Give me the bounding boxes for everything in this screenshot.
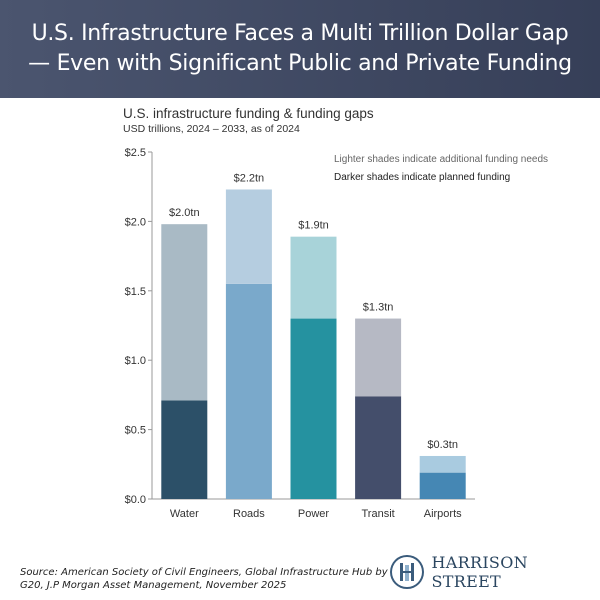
chart-title: U.S. infrastructure funding & funding ga…	[123, 106, 374, 121]
bar-water-planned	[161, 400, 208, 499]
bar-airports-gap	[419, 455, 466, 473]
headline-line-2: — Even with Significant Public and Priva…	[28, 51, 572, 76]
chart-subtitle: USD trillions, 2024 – 2033, as of 2024	[123, 123, 300, 135]
x-tick-label: Transit	[361, 508, 394, 520]
bar-water-gap	[161, 224, 208, 401]
bar-roads-planned	[225, 283, 272, 499]
total-label: $2.0tn	[169, 207, 200, 219]
total-label: $1.9tn	[298, 220, 329, 232]
x-tick-label: Water	[170, 508, 199, 520]
legend-note-darker: Darker shades indicate planned funding	[334, 172, 510, 183]
total-label: $0.3tn	[427, 439, 458, 451]
bar-transit-planned	[355, 396, 402, 499]
source-line-1: Source: American Society of Civil Engine…	[20, 567, 388, 578]
logo-icon	[390, 555, 424, 589]
y-tick-label: $1.0	[125, 355, 146, 367]
total-label: $1.3tn	[363, 302, 394, 314]
y-tick-label: $1.5	[125, 286, 146, 298]
x-tick-label: Roads	[233, 508, 265, 520]
y-tick-label: $2.5	[125, 147, 146, 159]
y-tick-label: $0.5	[125, 425, 146, 437]
x-tick-label: Power	[298, 508, 330, 520]
total-label: $2.2tn	[234, 172, 265, 184]
bar-airports-planned	[419, 472, 466, 499]
bar-roads-gap	[225, 189, 272, 284]
harrison-street-logo: HARRISON STREET	[390, 553, 600, 591]
bar-transit-gap	[355, 318, 402, 397]
x-tick-label: Airports	[424, 508, 462, 520]
y-tick-label: $0.0	[125, 494, 146, 506]
source-line-2: G20, J.P Morgan Asset Management, Novemb…	[20, 580, 287, 591]
bar-power-planned	[290, 318, 337, 499]
bar-power-gap	[290, 236, 337, 319]
legend-note-lighter: Lighter shades indicate additional fundi…	[334, 154, 548, 165]
logo-text: HARRISON STREET	[431, 553, 528, 591]
source-note: Source: American Society of Civil Engine…	[20, 566, 388, 592]
headline-line-1: U.S. Infrastructure Faces a Multi Trilli…	[31, 21, 569, 46]
header-banner: U.S. Infrastructure Faces a Multi Trilli…	[0, 0, 600, 98]
y-tick-label: $2.0	[125, 216, 146, 228]
